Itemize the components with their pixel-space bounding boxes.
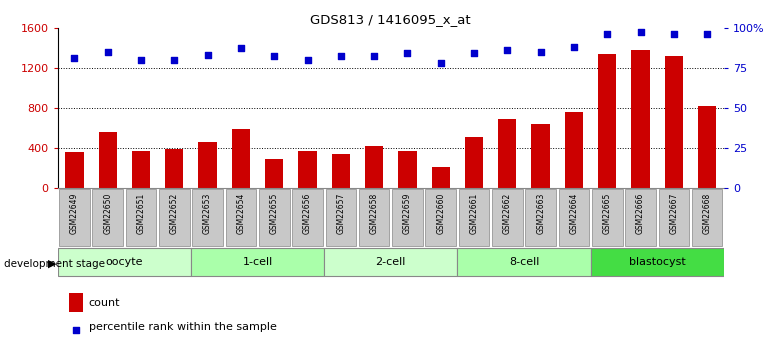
Point <box>468 50 480 56</box>
Text: GSM22661: GSM22661 <box>470 193 478 234</box>
FancyBboxPatch shape <box>591 248 724 276</box>
Bar <box>365 146 383 188</box>
FancyBboxPatch shape <box>625 189 656 246</box>
Text: percentile rank within the sample: percentile rank within the sample <box>89 322 276 332</box>
Text: GSM22655: GSM22655 <box>270 193 279 234</box>
Bar <box>564 112 583 188</box>
Text: count: count <box>89 298 120 308</box>
Point <box>534 49 547 55</box>
Bar <box>265 159 283 188</box>
Bar <box>465 137 484 188</box>
Text: GSM22649: GSM22649 <box>70 193 79 234</box>
Point <box>567 44 580 50</box>
Bar <box>232 129 250 188</box>
Text: GSM22651: GSM22651 <box>136 193 146 234</box>
Text: GSM22658: GSM22658 <box>370 193 379 234</box>
FancyBboxPatch shape <box>691 189 722 246</box>
FancyBboxPatch shape <box>259 189 290 246</box>
FancyBboxPatch shape <box>525 189 556 246</box>
Bar <box>431 167 450 188</box>
Title: GDS813 / 1416095_x_at: GDS813 / 1416095_x_at <box>310 13 471 27</box>
Point <box>235 46 247 51</box>
Bar <box>498 119 517 188</box>
Text: GSM22664: GSM22664 <box>570 193 578 234</box>
FancyBboxPatch shape <box>159 189 189 246</box>
FancyBboxPatch shape <box>658 189 689 246</box>
Point <box>102 49 114 55</box>
Bar <box>132 151 150 188</box>
FancyBboxPatch shape <box>226 189 256 246</box>
Point <box>701 31 713 37</box>
Text: GSM22666: GSM22666 <box>636 193 645 234</box>
FancyBboxPatch shape <box>92 189 123 246</box>
FancyBboxPatch shape <box>126 189 156 246</box>
Text: GSM22660: GSM22660 <box>437 193 445 234</box>
Text: GSM22657: GSM22657 <box>336 193 345 234</box>
Point <box>401 50 413 56</box>
FancyBboxPatch shape <box>558 189 589 246</box>
Text: 8-cell: 8-cell <box>509 257 539 267</box>
Point <box>501 47 514 53</box>
Text: GSM22667: GSM22667 <box>669 193 678 234</box>
Bar <box>99 132 117 188</box>
FancyBboxPatch shape <box>457 248 591 276</box>
Text: GSM22659: GSM22659 <box>403 193 412 234</box>
Bar <box>199 142 217 188</box>
Point <box>368 54 380 59</box>
FancyBboxPatch shape <box>192 189 223 246</box>
Bar <box>65 152 84 188</box>
Point <box>69 55 81 61</box>
Bar <box>298 151 316 188</box>
FancyBboxPatch shape <box>326 189 357 246</box>
Text: oocyte: oocyte <box>105 257 143 267</box>
Point <box>668 31 680 37</box>
Bar <box>332 154 350 188</box>
Text: GSM22653: GSM22653 <box>203 193 212 234</box>
Bar <box>598 54 617 188</box>
FancyBboxPatch shape <box>392 189 423 246</box>
FancyBboxPatch shape <box>292 189 323 246</box>
FancyBboxPatch shape <box>191 248 324 276</box>
FancyBboxPatch shape <box>58 248 191 276</box>
Text: GSM22668: GSM22668 <box>703 193 711 234</box>
FancyBboxPatch shape <box>59 189 90 246</box>
Text: ▶: ▶ <box>48 259 56 269</box>
Bar <box>531 124 550 188</box>
Bar <box>631 50 650 188</box>
Point <box>268 54 280 59</box>
Text: GSM22663: GSM22663 <box>536 193 545 234</box>
Point <box>335 54 347 59</box>
Bar <box>398 151 417 188</box>
Text: GSM22654: GSM22654 <box>236 193 246 234</box>
FancyBboxPatch shape <box>359 189 390 246</box>
Bar <box>165 149 183 188</box>
Text: GSM22652: GSM22652 <box>170 193 179 234</box>
Text: GSM22650: GSM22650 <box>103 193 112 234</box>
Point <box>634 30 647 35</box>
FancyBboxPatch shape <box>324 248 457 276</box>
FancyBboxPatch shape <box>592 189 623 246</box>
Point <box>135 57 147 62</box>
Point <box>168 57 180 62</box>
Text: GSM22665: GSM22665 <box>603 193 611 234</box>
FancyBboxPatch shape <box>492 189 523 246</box>
Bar <box>665 56 683 188</box>
FancyBboxPatch shape <box>425 189 456 246</box>
Text: blastocyst: blastocyst <box>629 257 685 267</box>
Point <box>601 31 614 37</box>
Bar <box>698 106 716 188</box>
Text: GSM22656: GSM22656 <box>303 193 312 234</box>
Text: 1-cell: 1-cell <box>243 257 273 267</box>
Text: GSM22662: GSM22662 <box>503 193 512 234</box>
FancyBboxPatch shape <box>459 189 490 246</box>
Text: 2-cell: 2-cell <box>376 257 406 267</box>
Point <box>434 60 447 66</box>
Text: development stage: development stage <box>4 259 105 269</box>
Point <box>202 52 214 58</box>
Point <box>172 267 185 272</box>
Point <box>301 57 313 62</box>
